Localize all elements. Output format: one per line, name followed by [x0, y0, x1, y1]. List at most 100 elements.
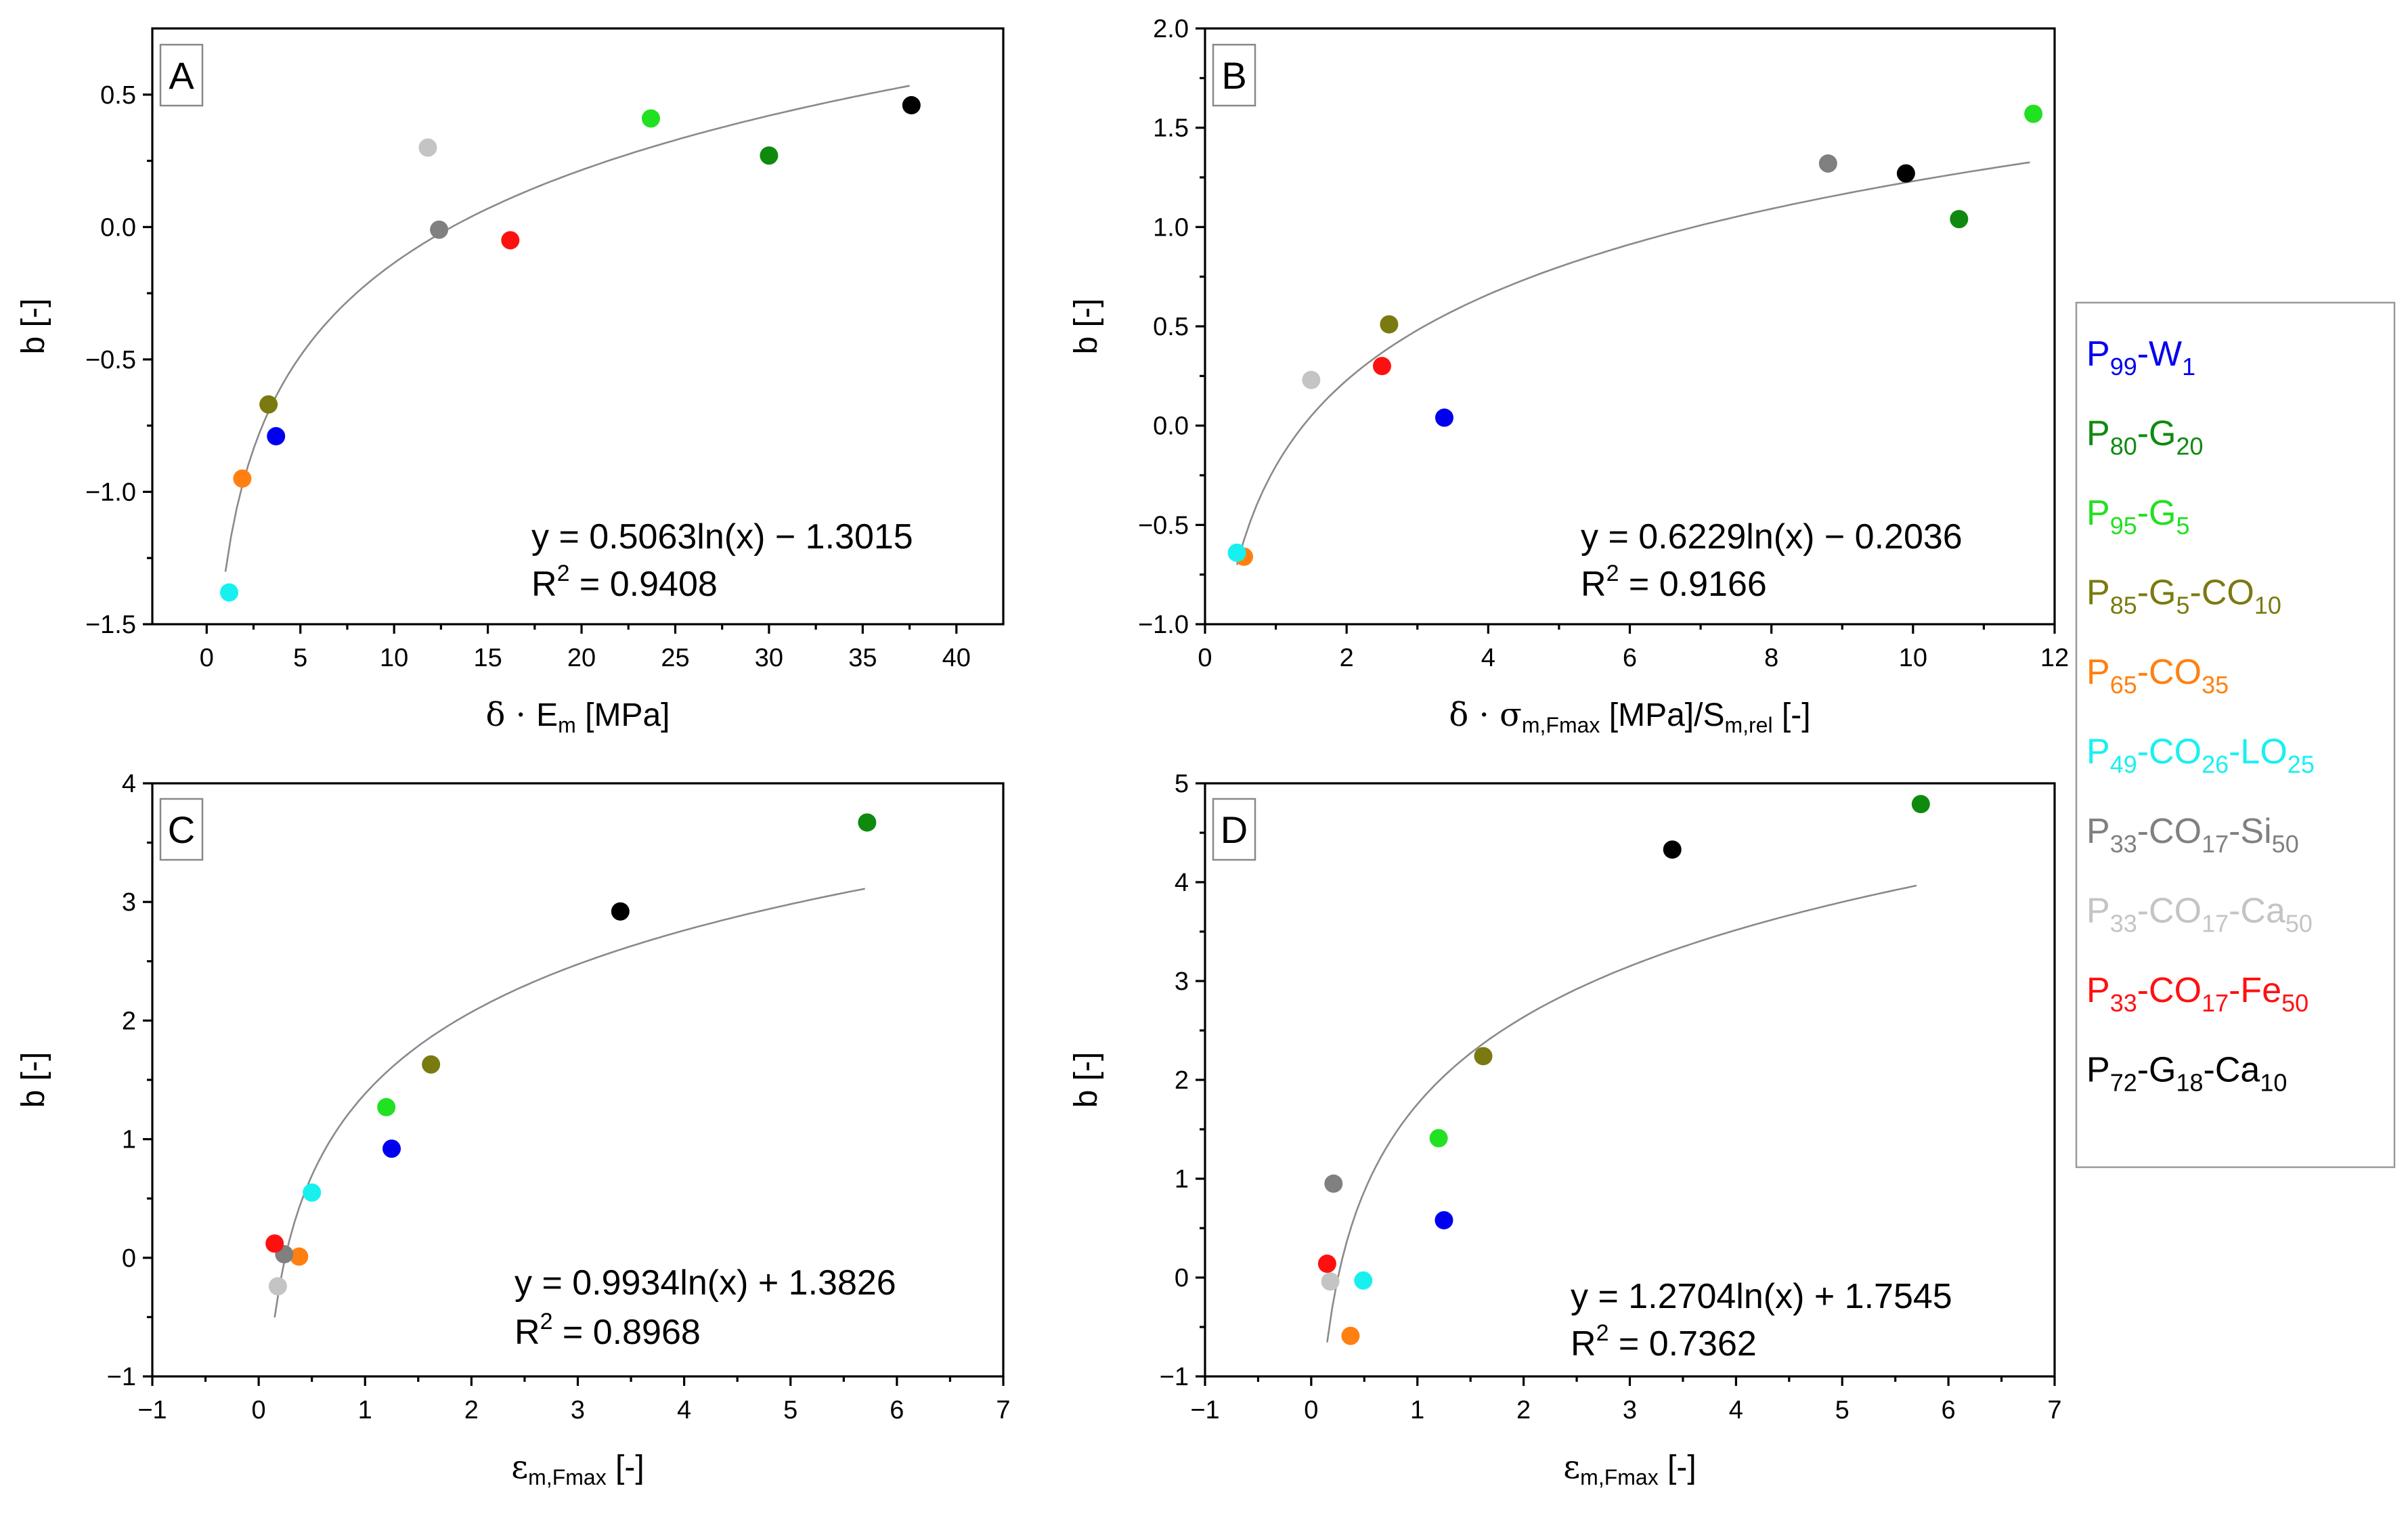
panel-label: D	[1221, 808, 1248, 851]
legend-item: P49-CO26-LO25	[2086, 733, 2315, 779]
r-squared-superscript: 2	[557, 561, 570, 586]
legend-item: P65-CO35	[2086, 653, 2229, 699]
legend-item-part: 50	[2285, 910, 2313, 938]
y-axis-title: b [-]	[1068, 299, 1104, 355]
x-axis-title-part: σ	[1499, 696, 1522, 734]
x-tick-label: 6	[890, 1396, 904, 1424]
y-tick-label: −1.5	[85, 611, 136, 639]
x-axis-title: εm,Fmax [-]	[1563, 1448, 1696, 1489]
x-axis-title-part: δ ·	[1449, 696, 1499, 734]
legend-item: P80-G20	[2086, 414, 2204, 460]
data-point-p99-w1	[1435, 1211, 1453, 1229]
x-tick-label: 4	[1481, 644, 1495, 672]
x-tick-label: 2	[464, 1396, 479, 1424]
data-point-p49-co26-lo25	[220, 583, 239, 602]
x-tick-label: 25	[661, 644, 689, 672]
x-tick-label: 1	[358, 1396, 372, 1424]
r-squared-value: = 0.9408	[569, 565, 717, 604]
x-axis-title-part: m	[558, 713, 576, 737]
legend-item-part: -G	[2137, 1051, 2176, 1090]
x-tick-label: 5	[293, 644, 307, 672]
legend-item-part: -CO	[2137, 653, 2202, 692]
legend-item-part: 85	[2110, 592, 2137, 619]
x-axis-title: εm,Fmax [-]	[511, 1448, 644, 1489]
legend-item-part: 65	[2110, 671, 2137, 699]
x-tick-label: 15	[473, 644, 502, 672]
legend-item-part: P	[2086, 971, 2110, 1010]
legend-item-part: 5	[2176, 592, 2190, 619]
y-axis-title: b [-]	[16, 299, 51, 355]
legend-item-part: -CO	[2190, 573, 2254, 613]
data-point-p99-w1	[382, 1139, 401, 1158]
legend-item: P33-CO17-Si50	[2086, 812, 2299, 858]
panel-label-box	[1212, 43, 1256, 107]
x-tick-label: 3	[1623, 1396, 1637, 1424]
legend-item-part: 33	[2110, 989, 2137, 1017]
x-axis-title-part: [MPa]	[576, 697, 670, 733]
y-tick-label: 0.5	[1153, 313, 1189, 341]
r-squared-symbol: R	[531, 565, 557, 604]
legend-item-part: 35	[2202, 671, 2229, 699]
chart-panel-c: −1 0 1 2 3 4 5 6 7 −1 0 1 2 3 4 b [-] εm,Fmax [-] Cy = 0.…	[16, 770, 1011, 1489]
x-tick-label: 5	[1835, 1396, 1849, 1424]
data-point-p72-g18-ca10	[1663, 840, 1682, 859]
y-tick-label: 0	[122, 1244, 136, 1273]
panel-label-box	[1212, 798, 1256, 861]
data-point-p65-co35	[290, 1247, 309, 1266]
legend-item-part: -CO	[2137, 892, 2202, 931]
legend-item-part: 17	[2202, 830, 2229, 858]
x-tick-label: 4	[677, 1396, 691, 1424]
legend-item-part: -G	[2137, 573, 2176, 613]
x-axis-title-part: E	[536, 697, 558, 733]
y-tick-label: 0.0	[1153, 412, 1189, 441]
legend-item-part: P	[2086, 892, 2110, 931]
data-point-p72-g18-ca10	[902, 95, 921, 114]
legend-item: P85-G5-CO10	[2086, 573, 2281, 619]
y-tick-label: 2.0	[1153, 15, 1189, 43]
legend-item-part: 26	[2202, 751, 2229, 779]
x-tick-label: 20	[567, 644, 596, 672]
r-squared-value: = 0.9166	[1619, 565, 1766, 604]
x-tick-label: 1	[1410, 1396, 1424, 1424]
x-axis-title-part: m,rel	[1724, 713, 1772, 737]
legend-item-part: -G	[2137, 414, 2176, 454]
y-tick-label: −1	[107, 1363, 136, 1391]
x-tick-label: 6	[1623, 644, 1637, 672]
legend-item-part: 20	[2176, 433, 2204, 460]
legend-item-part: 1	[2182, 353, 2195, 380]
data-point-p33-co17-ca50	[418, 138, 437, 157]
r-squared: R2 = 0.9408	[531, 561, 718, 604]
x-tick-label: 0	[200, 644, 214, 672]
legend-item-part: -Fe	[2229, 971, 2281, 1010]
y-tick-label: 2	[1175, 1066, 1189, 1095]
data-point-p85-g5-co10	[259, 395, 278, 414]
y-tick-label: −1.0	[1138, 611, 1189, 639]
y-tick-label: 0	[1175, 1264, 1189, 1292]
x-tick-label: 40	[942, 644, 971, 672]
x-tick-label: 30	[755, 644, 783, 672]
x-axis-title-part: δ ·	[485, 696, 536, 734]
data-point-p33-co17-fe50	[265, 1234, 284, 1253]
data-point-p33-co17-si50	[430, 220, 449, 239]
data-point-p49-co26-lo25	[1354, 1271, 1373, 1290]
legend-item-part: -CO	[2137, 733, 2202, 772]
legend-item-part: 10	[2254, 592, 2281, 619]
legend-item-part: P	[2086, 573, 2110, 613]
legend-item: P72-G18-Ca10	[2086, 1051, 2287, 1097]
panel-label-box	[159, 43, 204, 107]
legend-item-part: 50	[2281, 989, 2308, 1017]
r-squared: R2 = 0.7362	[1571, 1320, 1757, 1364]
x-tick-label: 5	[783, 1396, 797, 1424]
legend-item-part: P	[2086, 494, 2110, 533]
legend-item: P95-G5	[2086, 494, 2190, 540]
x-axis-title-part: [-]	[607, 1450, 644, 1485]
data-point-p33-co17-si50	[1818, 154, 1837, 173]
legend-item-part: 5	[2176, 512, 2190, 540]
legend-item-part: -Ca	[2204, 1051, 2260, 1090]
legend-item-part: 50	[2272, 830, 2299, 858]
y-tick-label: −0.5	[1138, 511, 1189, 540]
chart-panel-d: −1 0 1 2 3 4 5 6 7 −1 0 1 2 3 4 5 b [-] εm,Fmax [-] Dy = 1…	[1068, 770, 2062, 1489]
r-squared-superscript: 2	[1606, 561, 1619, 586]
data-point-p80-g20	[1911, 795, 1930, 814]
